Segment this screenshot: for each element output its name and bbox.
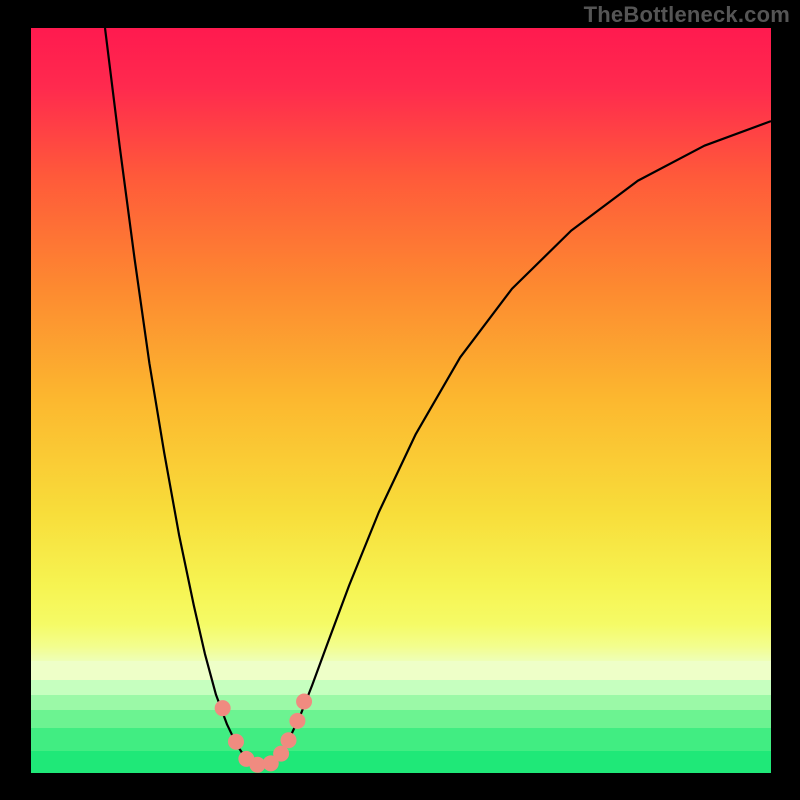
plot-area [31, 28, 771, 773]
data-marker [281, 732, 297, 748]
data-marker [273, 746, 289, 762]
curve-right-branch [260, 121, 771, 765]
attribution-text: TheBottleneck.com [584, 2, 790, 28]
data-marker [289, 713, 305, 729]
bottleneck-curve-chart [31, 28, 771, 773]
data-marker [215, 700, 231, 716]
curve-left-branch [105, 28, 260, 766]
data-marker [228, 734, 244, 750]
data-marker [296, 693, 312, 709]
canvas-root: TheBottleneck.com [0, 0, 800, 800]
